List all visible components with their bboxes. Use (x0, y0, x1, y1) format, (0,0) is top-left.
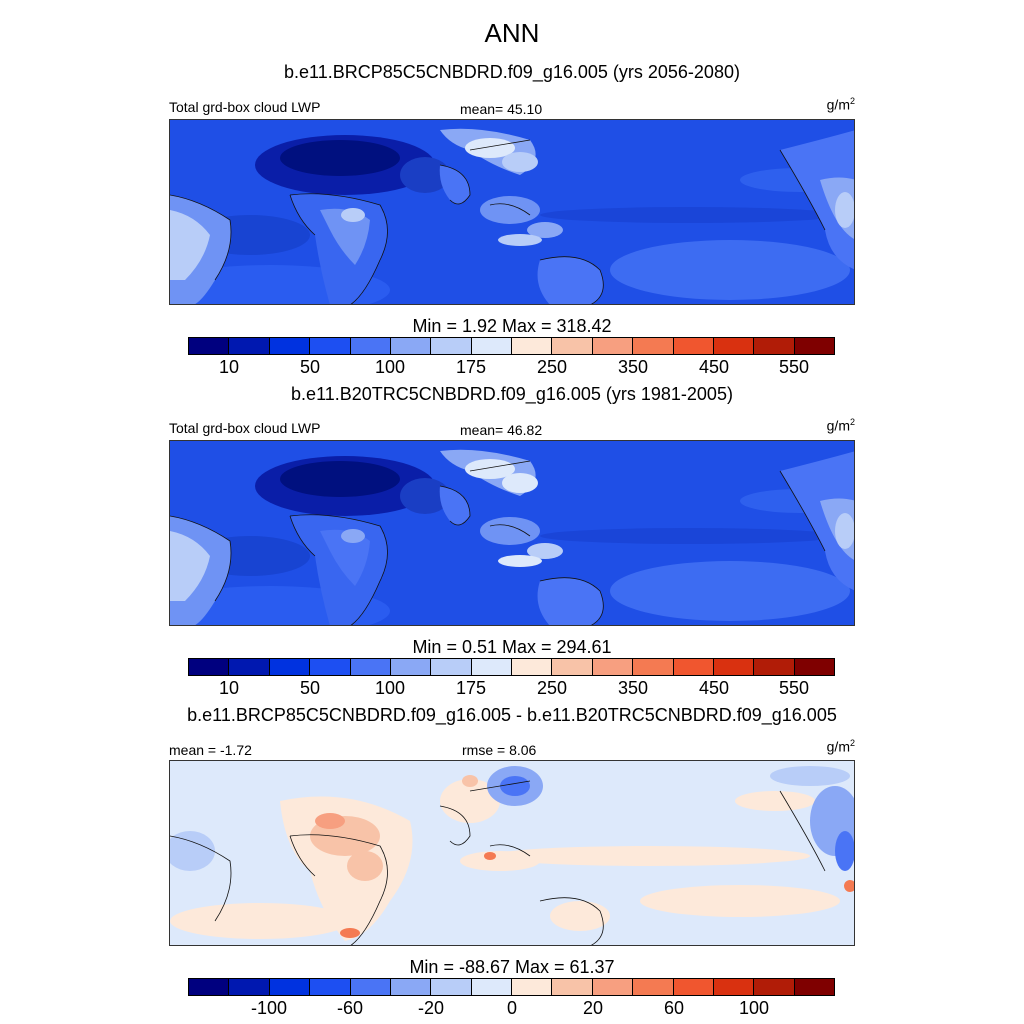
colorbar-swatch (633, 979, 674, 995)
colorbar-swatch (633, 338, 674, 354)
colorbar-tick-label: 10 (218, 357, 240, 377)
panel-2-title: b.e11.B20TRC5CNBDRD.f09_g16.005 (yrs 198… (291, 384, 733, 404)
colorbar-tick-label: 250 (536, 357, 568, 377)
panel-2-map-svg (170, 441, 854, 625)
colorbar-tick-label: 100 (374, 357, 406, 377)
colorbar-swatch (431, 979, 472, 995)
panel-2-variable-label: Total grd-box cloud LWP (169, 420, 321, 436)
colorbar-tick-label: 100 (738, 998, 770, 1018)
panel-1-mean-label: mean= 45.10 (460, 101, 543, 117)
colorbar-tick-label: -60 (336, 998, 364, 1018)
panel-2-colorbar (188, 658, 835, 676)
colorbar-tick-label: -20 (417, 998, 445, 1018)
colorbar-swatch (592, 979, 634, 995)
panel-3-title: b.e11.BRCP85C5CNBDRD.f09_g16.005 - b.e11… (187, 705, 837, 725)
colorbar-swatch (592, 338, 634, 354)
panel-1-variable-label: Total grd-box cloud LWP (169, 99, 321, 115)
colorbar-swatch (431, 338, 472, 354)
colorbar-swatch (713, 979, 755, 995)
panel-2-units-label: g/m2 (826, 417, 855, 434)
colorbar-swatch (350, 338, 391, 354)
colorbar-tick-label: 350 (617, 678, 649, 698)
colorbar-tick-label: 100 (374, 678, 406, 698)
panel-3-mean-label: mean = -1.72 (169, 742, 252, 758)
colorbar-tick-label: 175 (455, 357, 487, 377)
colorbar-swatch (552, 979, 593, 995)
colorbar-swatch (471, 338, 512, 354)
colorbar-swatch (512, 338, 553, 354)
colorbar-tick-label: 250 (536, 678, 568, 698)
colorbar-swatch (471, 979, 512, 995)
colorbar-swatch (552, 338, 593, 354)
colorbar-swatch (512, 659, 553, 675)
colorbar-tick-label: 50 (299, 357, 321, 377)
colorbar-tick-label: 175 (455, 678, 487, 698)
colorbar-tick-label: 350 (617, 357, 649, 377)
colorbar-swatch (794, 338, 834, 354)
panel-3-rmse-label: rmse = 8.06 (462, 742, 537, 758)
colorbar-tick-label: 0 (506, 998, 518, 1018)
colorbar-tick-label: 550 (778, 678, 810, 698)
colorbar-tick-label: 450 (698, 678, 730, 698)
panel-3-map-svg (170, 761, 854, 945)
colorbar-swatch (512, 979, 553, 995)
colorbar-swatch (189, 979, 230, 995)
panel-3-minmax: Min = -88.67 Max = 61.37 (409, 957, 615, 977)
panel-2-mean-label: mean= 46.82 (460, 422, 543, 438)
panel-1-map (169, 119, 855, 305)
colorbar-swatch (754, 338, 795, 354)
colorbar-swatch (713, 338, 755, 354)
colorbar-tick-label: 550 (778, 357, 810, 377)
colorbar-swatch (350, 659, 391, 675)
colorbar-swatch (189, 659, 230, 675)
colorbar-swatch (310, 659, 351, 675)
colorbar-swatch (673, 659, 714, 675)
colorbar-swatch (229, 338, 270, 354)
colorbar-swatch (673, 338, 714, 354)
colorbar-swatch (794, 659, 834, 675)
colorbar-tick-label: 60 (663, 998, 685, 1018)
colorbar-swatch (552, 659, 593, 675)
panel-1-minmax: Min = 1.92 Max = 318.42 (412, 316, 612, 336)
colorbar-swatch (269, 338, 311, 354)
colorbar-tick-label: 20 (582, 998, 604, 1018)
panel-3-colorbar (188, 978, 835, 996)
panel-3-units-label: g/m2 (826, 738, 855, 755)
panel-1-colorbar (188, 337, 835, 355)
main-title: ANN (484, 18, 540, 48)
panel-3-map (169, 760, 855, 946)
colorbar-swatch (189, 338, 230, 354)
colorbar-swatch (310, 338, 351, 354)
colorbar-swatch (754, 979, 795, 995)
panel-2-map (169, 440, 855, 626)
colorbar-swatch (673, 979, 714, 995)
colorbar-swatch (794, 979, 834, 995)
colorbar-swatch (390, 979, 432, 995)
colorbar-tick-label: 450 (698, 357, 730, 377)
colorbar-swatch (633, 659, 674, 675)
panel-1-units-label: g/m2 (826, 96, 855, 113)
colorbar-swatch (269, 979, 311, 995)
colorbar-swatch (713, 659, 755, 675)
colorbar-swatch (310, 979, 351, 995)
colorbar-swatch (229, 979, 270, 995)
colorbar-swatch (754, 659, 795, 675)
colorbar-swatch (229, 659, 270, 675)
panel-1-title: b.e11.BRCP85C5CNBDRD.f09_g16.005 (yrs 20… (284, 62, 740, 82)
panel-1-map-svg (170, 120, 854, 304)
colorbar-swatch (269, 659, 311, 675)
colorbar-tick-label: 50 (299, 678, 321, 698)
panel-2-minmax: Min = 0.51 Max = 294.61 (412, 637, 612, 657)
colorbar-tick-label: -100 (250, 998, 288, 1018)
colorbar-swatch (592, 659, 634, 675)
colorbar-swatch (350, 979, 391, 995)
colorbar-swatch (471, 659, 512, 675)
colorbar-swatch (431, 659, 472, 675)
colorbar-swatch (390, 338, 432, 354)
colorbar-swatch (390, 659, 432, 675)
colorbar-tick-label: 10 (218, 678, 240, 698)
